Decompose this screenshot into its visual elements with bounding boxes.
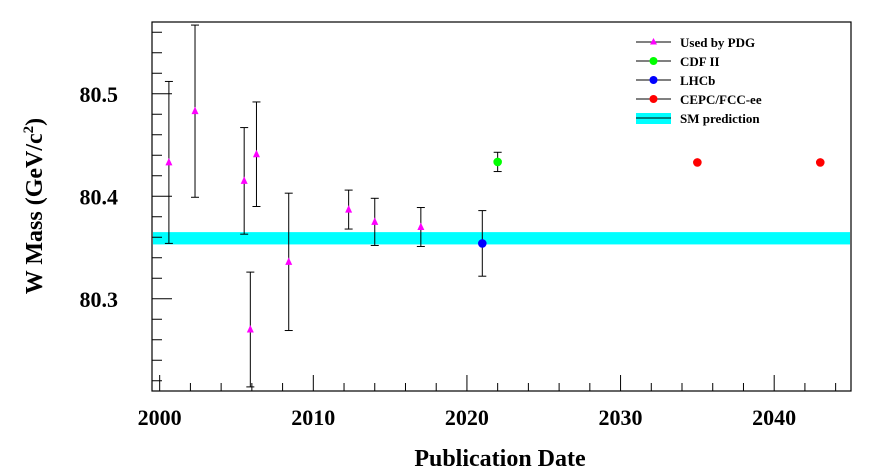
legend-label-lhcb: LHCb: [680, 73, 715, 88]
legend-marker-cdf-ii: [649, 57, 658, 65]
used-by-pdg-point: [191, 106, 199, 115]
plot-frame: [151, 21, 852, 392]
lhcb-point: [477, 239, 487, 248]
x-tick-label: 2000: [138, 405, 182, 430]
x-axis-ticks: 2000 2010 2020 2030 2040: [138, 375, 837, 430]
legend: Used by PDG CDF II LHCb CEPC/FCC-ee SM predi…: [636, 35, 762, 126]
used-by-pdg-point: [240, 176, 248, 184]
cdf-ii-point: [493, 157, 502, 167]
y-axis-title-main: W Mass (GeV/c: [22, 133, 48, 294]
used-by-pdg-point: [371, 217, 379, 225]
y-axis-ticks: 80.3 80.4 80.5: [80, 31, 172, 382]
legend-label-cdf-ii: CDF II: [680, 54, 720, 69]
cepc-fcc-ee-point: [693, 158, 702, 167]
used-by-pdg-point: [252, 149, 260, 158]
y-axis-title-sup: 2: [21, 126, 37, 134]
x-tick-label: 2010: [291, 405, 335, 430]
legend-marker-lhcb: [649, 76, 658, 84]
cepc-fcc-ee-point: [815, 158, 825, 167]
legend-label-used-by-pdg: Used by PDG: [680, 35, 755, 50]
x-tick-label: 2030: [599, 405, 643, 430]
legend-marker-used-by-pdg: [650, 38, 657, 45]
band-layer: [153, 232, 850, 245]
y-tick-label: 80.5: [80, 82, 119, 107]
legend-label-cepc-fcc-ee: CEPC/FCC-ee: [680, 92, 762, 107]
x-tick-label: 2040: [752, 405, 796, 430]
used-by-pdg-point: [285, 257, 293, 265]
x-tick-label: 2020: [445, 405, 489, 430]
used-by-pdg-point: [345, 205, 353, 213]
sm-prediction-band: [153, 232, 850, 245]
data-points-layer: [164, 24, 825, 388]
used-by-pdg-point: [165, 157, 173, 166]
x-axis-title: Publication Date: [414, 446, 586, 472]
used-by-pdg-point: [246, 325, 254, 333]
y-axis-title: W Mass (GeV/c2): [21, 118, 48, 294]
legend-label-sm-prediction: SM prediction: [680, 111, 760, 126]
legend-marker-cepc-fcc-ee: [649, 95, 658, 103]
y-tick-label: 80.3: [80, 287, 119, 312]
y-axis-title-tail: ): [22, 118, 48, 126]
y-tick-label: 80.4: [80, 184, 119, 209]
used-by-pdg-point: [417, 222, 425, 230]
